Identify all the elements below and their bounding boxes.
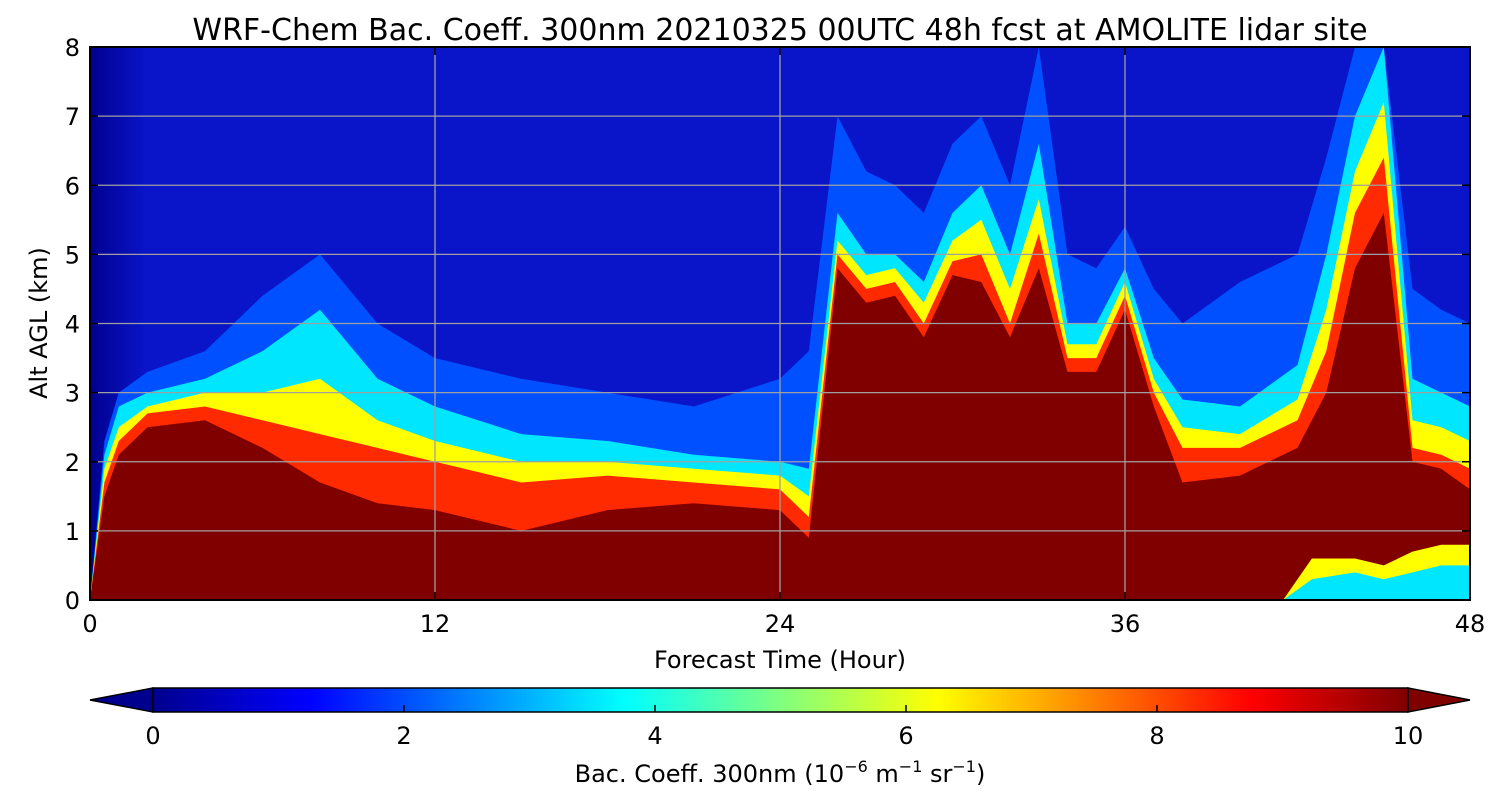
x-axis-label: Forecast Time (Hour) <box>654 646 906 674</box>
x-tick-label: 24 <box>765 610 796 638</box>
y-tick-label: 0 <box>65 587 80 615</box>
colorbar-gradient <box>152 687 1409 713</box>
colorbar: 0 2 4 6 8 10 Bac. Coeff. 300nm (10−6 m−1 sr−1… <box>89 687 1471 788</box>
y-tick-label: 1 <box>65 518 80 546</box>
y-axis-label: Alt AGL (km) <box>25 247 53 399</box>
colorbar-tick-label: 10 <box>1393 722 1424 750</box>
y-tick-label: 5 <box>65 241 80 269</box>
y-tick-label: 6 <box>65 172 80 200</box>
colorbar-extend-high <box>1407 687 1471 713</box>
y-axis: 0 1 2 3 4 5 6 7 8 <box>65 34 1470 615</box>
y-tick-label: 4 <box>65 311 80 339</box>
chart-title: WRF-Chem Bac. Coeff. 300nm 20210325 00UT… <box>192 13 1367 48</box>
colorbar-label: Bac. Coeff. 300nm (10−6 m−1 sr−1) <box>575 757 986 788</box>
y-tick-label: 3 <box>65 380 80 408</box>
x-tick-label: 48 <box>1455 610 1486 638</box>
y-tick-label: 7 <box>65 103 80 131</box>
colorbar-tick-label: 0 <box>145 722 160 750</box>
surface-contour-level-4 <box>1283 565 1470 600</box>
plot-area <box>90 47 1470 600</box>
y-tick-label: 2 <box>65 449 80 477</box>
colorbar-tick-label: 8 <box>1149 722 1164 750</box>
colorbar-tick-label: 2 <box>396 722 411 750</box>
x-tick-label: 0 <box>82 610 97 638</box>
x-tick-label: 12 <box>420 610 451 638</box>
y-tick-label: 8 <box>65 34 80 62</box>
x-axis: 0 12 24 36 48 <box>82 47 1485 638</box>
colorbar-ticks: 0 2 4 6 8 10 <box>145 705 1423 750</box>
colorbar-tick-label: 6 <box>898 722 913 750</box>
x-tick-label: 36 <box>1110 610 1141 638</box>
colorbar-tick-label: 4 <box>647 722 662 750</box>
grid-lines <box>90 47 1470 600</box>
colorbar-extend-low <box>89 687 154 713</box>
